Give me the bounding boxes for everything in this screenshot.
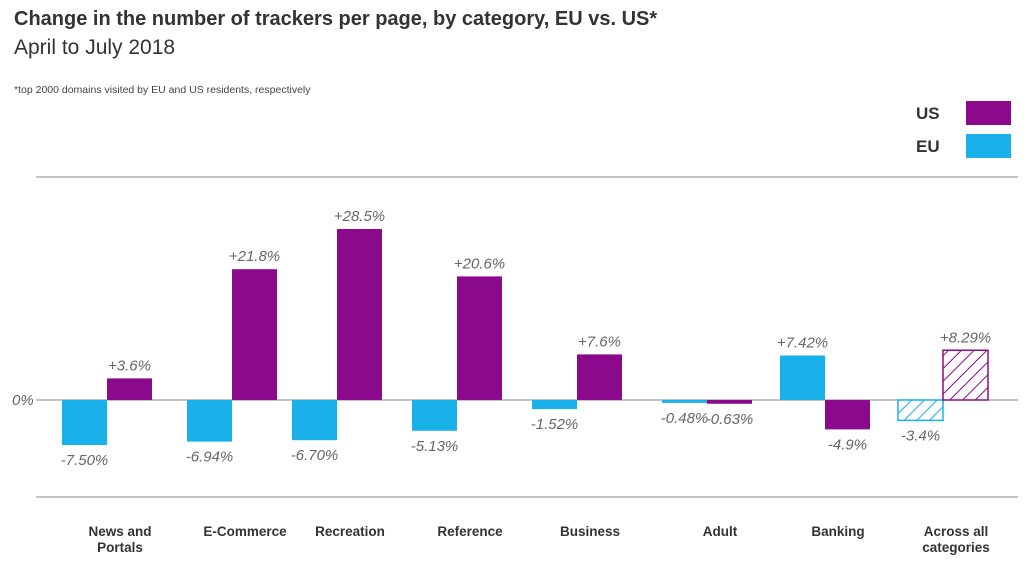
- eu-bar: [187, 400, 232, 442]
- eu-bar: [532, 400, 577, 410]
- legend: US EU: [916, 101, 1011, 158]
- category-label: Reference: [437, 524, 503, 539]
- us-bar: [707, 400, 752, 404]
- us-value-label: +20.6%: [454, 255, 505, 272]
- us-bar: [577, 354, 622, 400]
- eu-bar: [62, 400, 107, 445]
- us-value-label: -0.63%: [706, 411, 754, 428]
- category-label: E-Commerce: [203, 524, 287, 539]
- value-labels-group: -7.50% +3.6% -6.94% +21.8% -6.70% +28.5% -5.13…: [61, 208, 991, 469]
- us-value-label: +28.5%: [334, 208, 385, 225]
- category-label: Across all categories: [922, 524, 990, 555]
- category-label: Business: [560, 524, 620, 539]
- legend-swatch-us: [966, 101, 1011, 125]
- eu-bar: [662, 400, 707, 403]
- us-value-label: +21.8%: [229, 248, 280, 265]
- us-value-label: +8.29%: [940, 329, 991, 346]
- us-value-label: -4.9%: [828, 436, 867, 453]
- bars-group: [62, 229, 989, 445]
- us-bar: [457, 276, 502, 400]
- category-label: Banking: [811, 524, 864, 539]
- legend-swatch-eu: [966, 134, 1011, 158]
- us-bar: [942, 349, 989, 401]
- chart-subtitle: April to July 2018: [14, 36, 176, 59]
- category-label: News and Portals: [88, 524, 151, 555]
- legend-label-eu: EU: [916, 137, 940, 156]
- eu-value-label: -0.48%: [661, 410, 709, 427]
- category-labels-group: News and Portals E-Commerce Recreation Refer…: [88, 524, 989, 555]
- us-bar: [825, 400, 870, 430]
- eu-bar: [412, 400, 457, 431]
- eu-value-label: +7.42%: [777, 334, 828, 351]
- us-bar: [337, 229, 382, 400]
- category-label: Adult: [703, 524, 738, 539]
- eu-value-label: -7.50%: [61, 452, 109, 469]
- zero-axis-label: 0%: [12, 392, 34, 409]
- legend-label-us: US: [916, 104, 940, 123]
- eu-value-label: -1.52%: [531, 416, 579, 433]
- us-value-label: +3.6%: [108, 357, 151, 374]
- category-label: Recreation: [315, 524, 385, 539]
- eu-bar: [897, 399, 944, 422]
- chart-title: Change in the number of trackers per pag…: [14, 8, 658, 30]
- eu-bar: [292, 400, 337, 441]
- us-bar: [232, 269, 277, 400]
- eu-value-label: -6.94%: [186, 449, 234, 466]
- us-bar: [107, 378, 152, 400]
- eu-value-label: -5.13%: [411, 438, 459, 455]
- eu-value-label: -3.4%: [901, 427, 940, 444]
- eu-bar: [780, 355, 825, 400]
- eu-value-label: -6.70%: [291, 447, 339, 464]
- us-value-label: +7.6%: [578, 333, 621, 350]
- chart-footnote: *top 2000 domains visited by EU and US r…: [14, 84, 311, 96]
